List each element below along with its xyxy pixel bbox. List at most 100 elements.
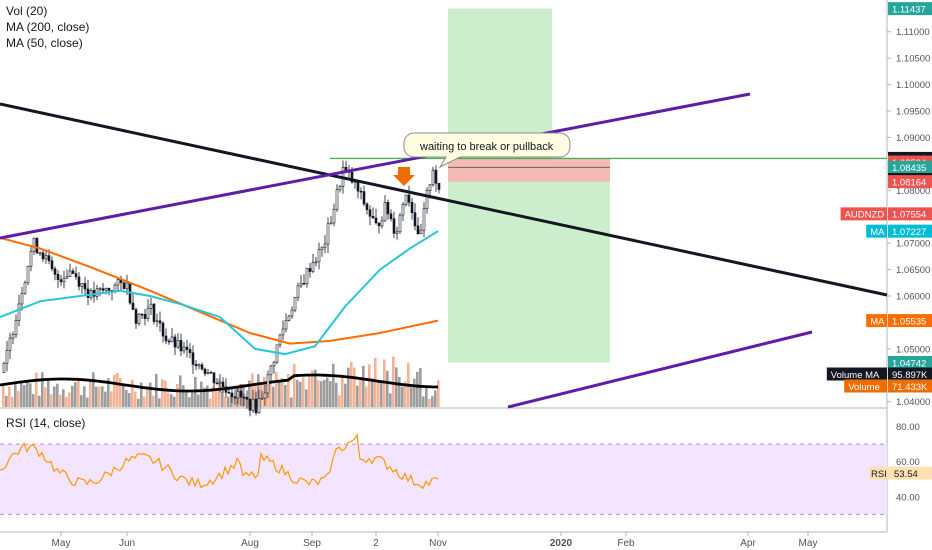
volume-bar bbox=[287, 374, 290, 407]
stop-zone bbox=[448, 158, 610, 182]
price-tick-label: 1.08000 bbox=[896, 186, 930, 197]
candle-up bbox=[80, 283, 84, 287]
volume-bar bbox=[344, 383, 347, 407]
candle-up bbox=[332, 208, 336, 224]
candle-up bbox=[317, 249, 321, 263]
legend-ma50[interactable]: MA (50, close) bbox=[6, 36, 83, 50]
volume-bar bbox=[389, 393, 392, 407]
price-label-bg bbox=[888, 160, 932, 174]
candles bbox=[2, 160, 441, 417]
time-tick-label: May bbox=[52, 538, 71, 549]
candle-up bbox=[155, 320, 159, 323]
volume-bar bbox=[185, 391, 188, 407]
volume-bar bbox=[161, 379, 164, 407]
candle-down bbox=[365, 203, 369, 211]
candle-up bbox=[428, 184, 432, 191]
volume-bar bbox=[191, 392, 194, 407]
candle-up bbox=[257, 398, 261, 414]
time-axis: May Jun Aug Sep 2 Nov 2020 Feb Apr May bbox=[52, 532, 817, 549]
candle-down bbox=[173, 336, 177, 348]
candle-down bbox=[161, 322, 165, 337]
price-label-text: 1.08164 bbox=[892, 177, 926, 188]
candle-down bbox=[389, 213, 393, 220]
volume-bar bbox=[218, 378, 221, 407]
candle-up bbox=[98, 288, 102, 290]
candle-down bbox=[56, 274, 60, 280]
candle-up bbox=[269, 365, 273, 376]
price-label: 1.11437 bbox=[888, 2, 932, 15]
price-label-text: 1.11437 bbox=[892, 4, 926, 15]
volume-bar bbox=[92, 372, 95, 407]
volume-bar bbox=[167, 392, 170, 407]
volume-bar bbox=[224, 396, 227, 407]
volume-bar bbox=[404, 381, 407, 407]
candle-down bbox=[437, 182, 441, 190]
candle-up bbox=[251, 398, 255, 411]
volume-bar bbox=[272, 386, 275, 407]
legend-vol[interactable]: Vol (20) bbox=[6, 4, 48, 18]
candle-down bbox=[140, 313, 144, 316]
volume-ma-line bbox=[0, 373, 439, 393]
rsi-line bbox=[0, 433, 439, 490]
candle-down bbox=[167, 340, 171, 343]
candle-up bbox=[401, 204, 405, 216]
volume-bar bbox=[368, 364, 371, 407]
volume-bar bbox=[104, 391, 107, 407]
volume-bar bbox=[131, 379, 134, 407]
candle-up bbox=[299, 283, 303, 287]
candle-up bbox=[314, 261, 318, 264]
candle-down bbox=[164, 335, 168, 342]
rsi-axis: 80.00 60.00 40.00 53.54 RSI bbox=[869, 422, 932, 503]
volume-bar bbox=[422, 396, 425, 407]
volume-bar bbox=[227, 396, 230, 407]
candle-up bbox=[11, 334, 15, 339]
volume-bar bbox=[146, 386, 149, 407]
candle-down bbox=[407, 194, 411, 203]
candle-down bbox=[377, 222, 381, 227]
volume-bar bbox=[257, 374, 260, 407]
volume-bar bbox=[188, 397, 191, 407]
time-tick-label: 2020 bbox=[550, 538, 573, 549]
volume-bar bbox=[35, 372, 38, 407]
candle-down bbox=[179, 340, 183, 352]
candle-down bbox=[191, 352, 195, 365]
rsi-tick-label: 40.00 bbox=[896, 492, 920, 503]
volume-label: 71.433K Volume bbox=[844, 379, 932, 393]
rsi-legend[interactable]: RSI (14, close) bbox=[6, 416, 86, 430]
volume-bar bbox=[428, 398, 431, 407]
rsi-value-bg bbox=[888, 466, 932, 480]
volume-bar bbox=[107, 378, 110, 407]
rsi-tag-bg bbox=[869, 466, 888, 480]
volume-bar bbox=[350, 361, 353, 407]
price-label: 1.08435 bbox=[888, 160, 932, 174]
volume-bar bbox=[308, 375, 311, 407]
volume-bar bbox=[212, 386, 215, 407]
volume-bar bbox=[386, 370, 389, 407]
rsi-value-text: 53.54 bbox=[894, 469, 918, 480]
candle-up bbox=[431, 169, 435, 186]
candle-up bbox=[29, 251, 33, 267]
volume-bar bbox=[230, 393, 233, 407]
volume-bar bbox=[98, 386, 101, 407]
volume-tag-bg bbox=[826, 367, 887, 381]
price-axis: 1.110001.105001.100001.095001.090001.085… bbox=[826, 2, 932, 408]
ma50-line bbox=[0, 230, 439, 356]
volume-bar bbox=[152, 395, 155, 407]
candle-up bbox=[125, 282, 129, 290]
price-label-text: 1.07227 bbox=[892, 227, 926, 238]
legend-ma200[interactable]: MA (200, close) bbox=[6, 20, 90, 34]
candle-down bbox=[362, 191, 366, 205]
volume-bar bbox=[377, 382, 380, 407]
volume-bar bbox=[5, 395, 8, 407]
volume-bar bbox=[71, 385, 74, 407]
volume-bar bbox=[50, 394, 53, 407]
volume-bar bbox=[53, 386, 56, 407]
volume-bar bbox=[215, 389, 218, 407]
volume-bar bbox=[134, 391, 137, 407]
volume-bar bbox=[80, 395, 83, 407]
volume-bar bbox=[176, 383, 179, 407]
price-tick-label: 1.10500 bbox=[896, 54, 930, 65]
candle-down bbox=[35, 238, 39, 254]
